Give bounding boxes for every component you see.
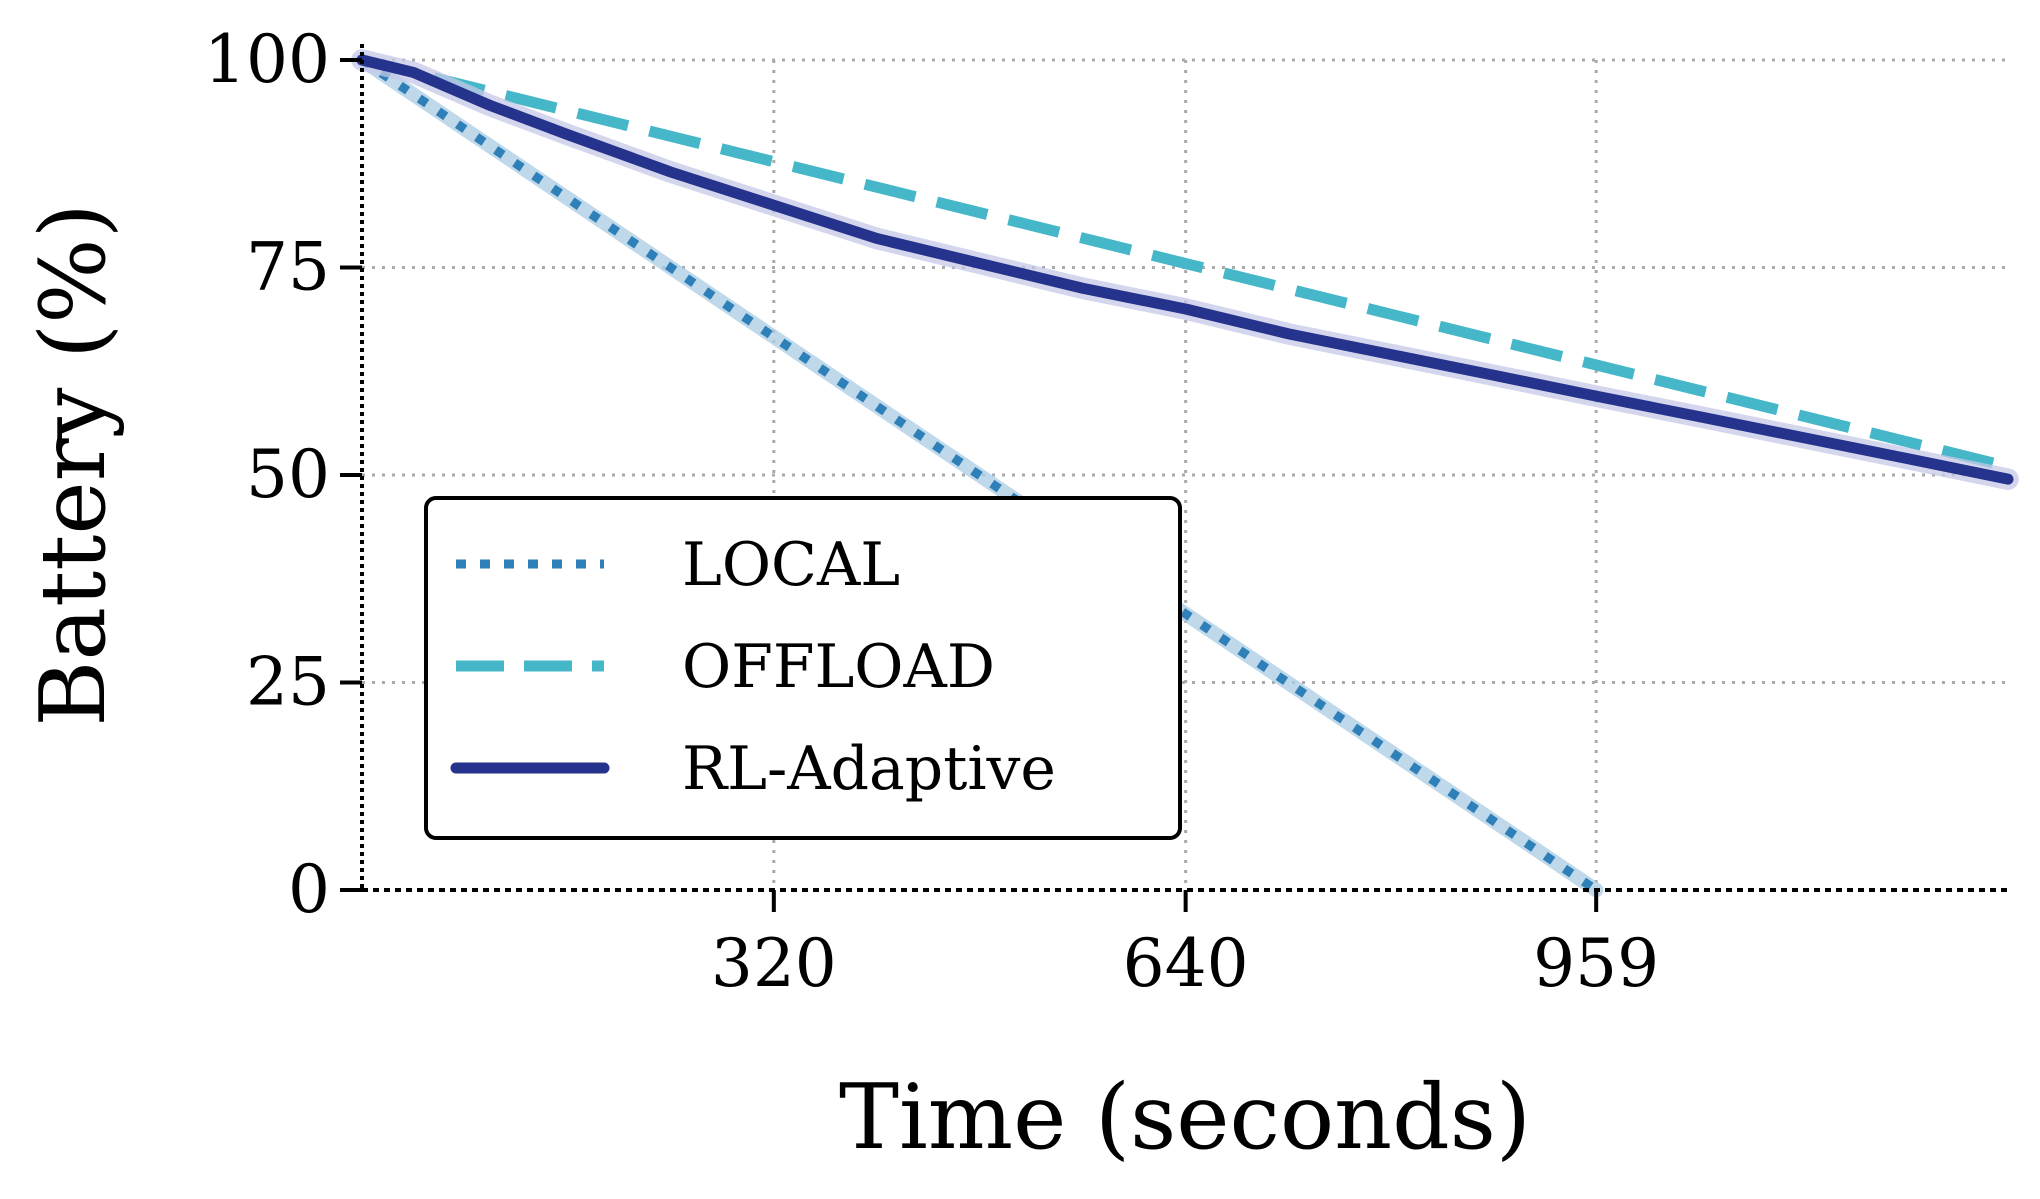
y-axis-title: Battery (%) [21,203,126,727]
ticks-layer: 0 25 50 75 100 320 640 959 [204,21,1659,1002]
series-line-offload [360,54,2010,473]
x-tick-label: 320 [711,925,837,1002]
y-tick-label: 100 [204,21,330,98]
series-line-rl-adaptive [356,54,2014,485]
y-tick-label: 50 [246,436,330,513]
series-line-local [359,56,1599,894]
legend-entries: LOCAL OFFLOAD RL-Adaptive [450,530,1056,804]
legend: LOCAL OFFLOAD RL-Adaptive [424,496,1182,840]
axes-layer [360,44,2008,892]
legend-label-rl-adaptive: RL-Adaptive [682,734,1056,804]
legend-label-local: LOCAL [682,530,900,600]
x-tick-label: 640 [1123,925,1249,1002]
series-layer [351,49,2019,898]
y-tick-label: 25 [246,644,330,721]
legend-label-offload: OFFLOAD [682,632,995,702]
x-axis-title: Time (seconds) [839,1065,1531,1170]
y-tick-label: 0 [288,851,330,928]
y-tick-label: 75 [246,229,330,306]
x-tick-label: 959 [1533,925,1659,1002]
legend-box [424,496,1182,840]
